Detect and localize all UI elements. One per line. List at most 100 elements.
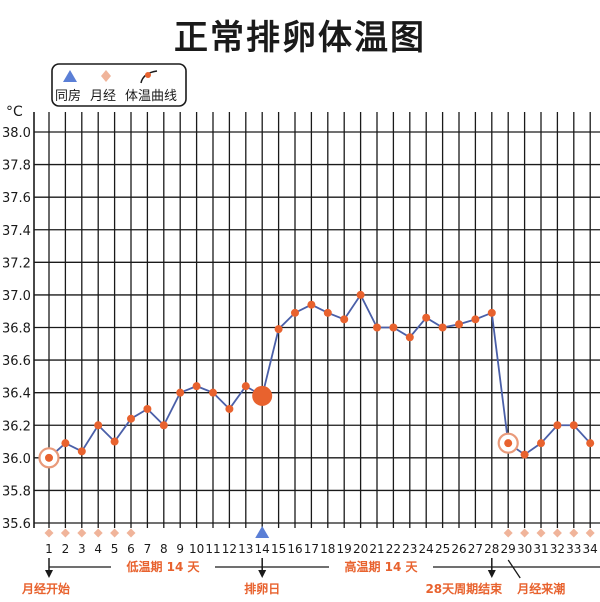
temperature-point: [553, 421, 562, 430]
legend-label-menstruation: 月经: [90, 89, 116, 104]
x-tick-label: 22: [386, 542, 401, 556]
y-tick-label: 36.4: [2, 387, 31, 402]
temperature-point: [159, 421, 168, 430]
x-tick-label: 34: [583, 542, 598, 556]
temperature-point: [323, 308, 332, 317]
ovulation-point: [252, 385, 273, 406]
temperature-point: [176, 388, 185, 397]
menstruation-marker: [520, 528, 530, 538]
label-ovulation-day: 排卵日: [244, 581, 280, 596]
arrow-next-period: [507, 559, 521, 579]
temperature-point: [61, 439, 70, 448]
x-tick-label: 21: [369, 542, 384, 556]
x-tick-label: 19: [337, 542, 352, 556]
menstruation-marker: [126, 528, 136, 538]
temperature-point: [455, 320, 463, 329]
y-tick-label: 36.8: [2, 322, 31, 337]
x-tick-label: 23: [402, 542, 417, 556]
temperature-point: [241, 382, 250, 391]
y-tick-label: 37.2: [2, 256, 31, 271]
y-tick-label: 35.6: [2, 517, 31, 532]
temperature-point: [110, 437, 119, 446]
arrow-period-start-head: [45, 570, 53, 578]
temperature-point: [291, 308, 299, 317]
x-tick-label: 24: [419, 542, 434, 556]
label-high-phase: 高温期 14 天: [344, 559, 418, 574]
x-tick-label: 10: [189, 542, 204, 556]
temperature-line: [48, 293, 591, 459]
x-tick-label: 3: [78, 542, 86, 556]
menstruation-marker: [585, 528, 595, 538]
menstruation-marker: [93, 528, 103, 538]
x-tick-label: 26: [451, 542, 466, 556]
temperature-point: [225, 404, 234, 413]
x-tick-label: 32: [550, 542, 565, 556]
menstruation-marker: [503, 528, 513, 538]
temperature-point: [340, 315, 349, 324]
x-tick-label: 30: [517, 542, 532, 556]
temperature-point: [192, 382, 201, 391]
temperature-point: [127, 414, 135, 423]
temperature-point: [471, 315, 480, 324]
x-tick-label: 6: [127, 542, 135, 556]
temperature-point: [94, 421, 103, 430]
x-tick-label: 18: [320, 542, 335, 556]
temperature-point: [209, 388, 217, 397]
x-tick-label: 11: [205, 542, 220, 556]
y-tick-label: 38.0: [2, 126, 31, 141]
intercourse-marker: [255, 526, 270, 538]
x-tick-label: 2: [62, 542, 70, 556]
legend-label-intercourse: 同房: [55, 88, 81, 104]
temperature-point: [143, 404, 152, 413]
temperature-point: [569, 421, 578, 430]
x-tick-label: 28: [484, 542, 499, 556]
x-tick-label: 1: [45, 542, 53, 556]
temperature-point: [373, 323, 381, 332]
x-tick-label: 16: [287, 542, 302, 556]
temperature-point: [45, 453, 53, 462]
legend-box: [51, 63, 187, 107]
x-tick-label: 29: [501, 542, 516, 556]
x-tick-label: 17: [304, 542, 319, 556]
legend-diamond-icon: [101, 70, 111, 82]
temperature-point: [487, 308, 496, 317]
temperature-point: [422, 313, 431, 322]
y-tick-label: 37.6: [2, 191, 31, 206]
x-tick-label: 5: [111, 542, 119, 556]
x-tick-label: 7: [144, 542, 152, 556]
menstruation-marker: [552, 528, 562, 538]
temperature-point: [520, 450, 529, 459]
label-period-start: 月经开始: [21, 581, 70, 596]
temperature-point: [307, 300, 316, 309]
y-tick-label: 37.0: [2, 289, 31, 304]
menstruation-marker: [44, 528, 54, 538]
menstruation-marker: [77, 528, 87, 538]
y-tick-label: 36.0: [2, 452, 31, 467]
y-tick-label: 36.2: [2, 419, 31, 434]
x-tick-label: 14: [255, 542, 270, 556]
x-tick-label: 33: [566, 542, 581, 556]
temperature-point: [438, 323, 447, 332]
label-low-phase-bg: [111, 559, 215, 575]
label-low-phase: 低温期 14 天: [125, 559, 200, 574]
menstruation-marker: [110, 528, 120, 538]
label-next-period: 月经来潮: [516, 581, 565, 596]
x-tick-label: 15: [271, 542, 286, 556]
y-tick-label: 35.8: [2, 484, 31, 499]
x-tick-label: 4: [94, 542, 102, 556]
y-tick-label: 36.6: [2, 354, 31, 369]
temperature-point: [389, 323, 398, 332]
temperature-point: [405, 333, 414, 342]
temperature-point: [77, 447, 86, 456]
label-cycle-end: 28天周期结束: [425, 581, 503, 596]
y-tick-label: 37.8: [2, 159, 31, 174]
temperature-point: [537, 439, 545, 448]
legend-label-curve: 体温曲线: [125, 89, 177, 104]
x-tick-label: 27: [468, 542, 483, 556]
arrow-ovulation-head: [258, 570, 267, 578]
x-tick-label: 31: [533, 542, 548, 556]
y-tick-label: 37.4: [2, 224, 31, 239]
x-tick-label: 12: [222, 542, 237, 556]
temperature-point: [274, 325, 283, 334]
